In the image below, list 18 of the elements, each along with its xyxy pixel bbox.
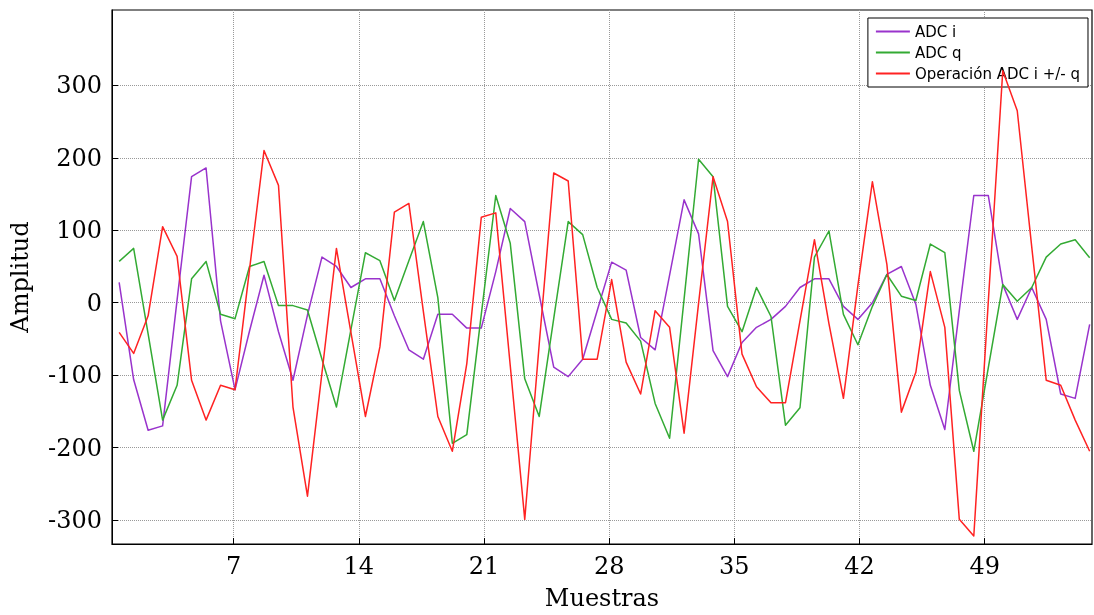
y-tick-label: 100 xyxy=(56,216,102,245)
x-tick-label: 49 xyxy=(969,552,1000,580)
y-axis-title: Amplitud xyxy=(6,221,34,334)
y-tick-label: 0 xyxy=(86,288,102,317)
x-tick-label: 35 xyxy=(719,552,750,580)
x-tick-label: 21 xyxy=(468,552,500,580)
x-tick-label: 28 xyxy=(593,552,625,580)
y-tick-label: -200 xyxy=(48,433,102,462)
y-tick-label: -300 xyxy=(48,506,102,535)
x-tick-label: 42 xyxy=(844,552,875,580)
legend-label: ADC i xyxy=(914,22,957,41)
y-tick-label: 200 xyxy=(56,143,102,172)
y-tick-label: 300 xyxy=(56,71,102,100)
x-axis-title: Muestras xyxy=(544,584,660,612)
x-tick-label: 7 xyxy=(225,552,242,580)
y-tick-label: -100 xyxy=(48,361,102,390)
x-tick-label: 14 xyxy=(343,552,375,580)
legend-label: ADC q xyxy=(914,43,962,62)
